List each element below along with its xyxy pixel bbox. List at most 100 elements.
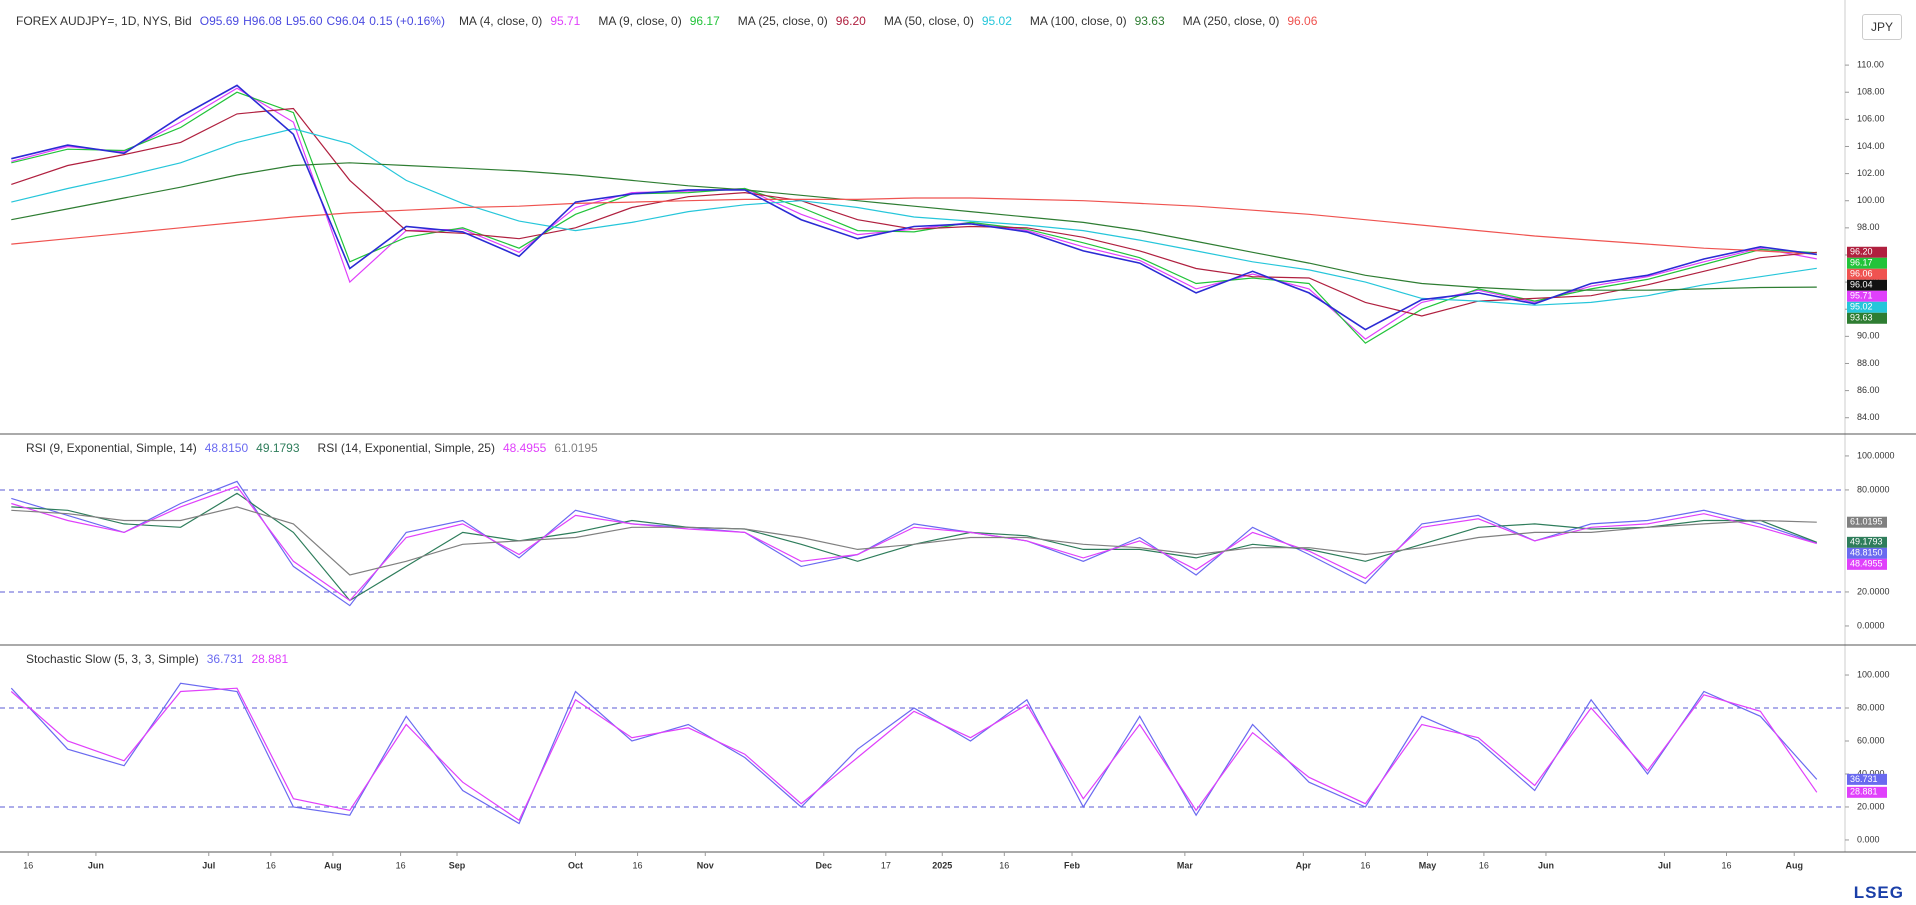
value-tag bbox=[1847, 536, 1887, 548]
indicator-value: 36.731 bbox=[206, 652, 244, 666]
x-tick-label: Jun bbox=[88, 860, 104, 870]
x-tick-label: Apr bbox=[1296, 860, 1312, 870]
value-tag bbox=[1847, 279, 1887, 291]
symbol-title: FOREX AUDJPY=, 1D, NYS, Bid bbox=[16, 14, 192, 28]
y-tick-label: 90.00 bbox=[1857, 331, 1880, 341]
logo: LSEG bbox=[1853, 883, 1904, 902]
y-tick-label: 40.000 bbox=[1857, 768, 1885, 778]
y-tick-label: 104.00 bbox=[1857, 141, 1885, 151]
indicator-value: 96.06 bbox=[1287, 14, 1318, 28]
x-tick-label: Aug bbox=[324, 860, 342, 870]
indicator-line bbox=[11, 480, 1817, 607]
value-tag-label: 96.20 bbox=[1850, 247, 1873, 257]
value-tag bbox=[1847, 268, 1887, 280]
indicator-value: 96.20 bbox=[835, 14, 866, 28]
indicator-line bbox=[10, 682, 1818, 825]
indicator-value: 61.0195 bbox=[554, 441, 598, 455]
quote-value: O95.69 bbox=[199, 14, 240, 28]
x-tick-label: 17 bbox=[881, 860, 891, 870]
indicator-line bbox=[11, 87, 1817, 340]
quote-value: 0.15 (+0.16%) bbox=[369, 14, 445, 28]
indicator-name: MA (100, close, 0) bbox=[1029, 14, 1127, 28]
value-tag bbox=[1847, 516, 1887, 528]
indicator-line bbox=[11, 197, 1817, 255]
x-tick-label: Feb bbox=[1064, 860, 1081, 870]
value-tag-label: 48.4955 bbox=[1850, 559, 1883, 569]
value-tag-label: 36.731 bbox=[1850, 774, 1878, 784]
indicator-name: MA (4, close, 0) bbox=[458, 14, 543, 28]
y-tick-label: 0.000 bbox=[1857, 834, 1880, 844]
currency-badge[interactable]: JPY bbox=[1861, 14, 1902, 40]
indicator-name: MA (50, close, 0) bbox=[883, 14, 974, 28]
value-tag bbox=[1847, 312, 1887, 324]
value-tag-label: 96.06 bbox=[1850, 269, 1873, 279]
x-tick-label: 16 bbox=[1479, 860, 1489, 870]
y-tick-label: 20.000 bbox=[1857, 801, 1885, 811]
value-tag bbox=[1847, 246, 1887, 258]
value-tag-label: 28.881 bbox=[1850, 787, 1878, 797]
y-tick-label: 102.00 bbox=[1857, 168, 1885, 178]
value-tag-label: 61.0195 bbox=[1850, 517, 1883, 527]
indicator-value: 95.02 bbox=[981, 14, 1012, 28]
value-tag-label: 95.71 bbox=[1850, 291, 1873, 301]
indicator-line bbox=[10, 687, 1818, 822]
price-line bbox=[11, 84, 1817, 331]
indicator-value: 48.8150 bbox=[204, 441, 249, 455]
pane-header: FOREX AUDJPY=, 1D, NYS, Bid O95.69 H96.08 L… bbox=[16, 14, 1325, 28]
value-tag bbox=[1847, 257, 1887, 269]
value-tag bbox=[1847, 773, 1887, 785]
y-tick-label: 20.0000 bbox=[1857, 586, 1890, 596]
indicator-line bbox=[11, 107, 1817, 317]
indicator-name: MA (25, close, 0) bbox=[737, 14, 828, 28]
value-tag-label: 95.02 bbox=[1850, 302, 1873, 312]
x-tick-label: 2025 bbox=[932, 860, 952, 870]
value-tag bbox=[1847, 301, 1887, 313]
value-tag-label: 96.17 bbox=[1850, 258, 1873, 268]
indicator-line bbox=[11, 162, 1817, 291]
indicator-line bbox=[11, 91, 1817, 344]
indicator-name: RSI (14, Exponential, Simple, 25) bbox=[317, 441, 495, 455]
pane-header: Stochastic Slow (5, 3, 3, Simple) 36.731 2… bbox=[16, 652, 296, 666]
x-tick-label: Jul bbox=[202, 860, 215, 870]
indicator-value: 48.4955 bbox=[502, 441, 547, 455]
quote-value: L95.60 bbox=[285, 14, 323, 28]
x-tick-label: 16 bbox=[266, 860, 276, 870]
indicator-value: 93.63 bbox=[1134, 14, 1165, 28]
x-tick-label: Jul bbox=[1658, 860, 1671, 870]
x-tick-label: 16 bbox=[999, 860, 1009, 870]
value-tag bbox=[1847, 558, 1887, 570]
x-tick-label: Jun bbox=[1538, 860, 1554, 870]
value-tag-label: 96.04 bbox=[1850, 280, 1873, 290]
y-tick-label: 100.0000 bbox=[1857, 450, 1895, 460]
x-tick-label: 16 bbox=[1722, 860, 1732, 870]
value-tag bbox=[1847, 290, 1887, 302]
x-tick-label: 16 bbox=[1360, 860, 1370, 870]
value-tag-label: 48.8150 bbox=[1850, 548, 1883, 558]
x-tick-label: Oct bbox=[568, 860, 583, 870]
y-tick-label: 84.00 bbox=[1857, 412, 1880, 422]
y-tick-label: 0.0000 bbox=[1857, 620, 1885, 630]
y-tick-label: 100.000 bbox=[1857, 669, 1890, 679]
y-tick-label: 100.00 bbox=[1857, 195, 1885, 205]
indicator-line bbox=[11, 506, 1817, 576]
quote-value: H96.08 bbox=[243, 14, 282, 28]
x-tick-label: Dec bbox=[816, 860, 833, 870]
x-tick-label: Sep bbox=[449, 860, 466, 870]
value-tag bbox=[1847, 786, 1887, 798]
x-tick-label: 16 bbox=[396, 860, 406, 870]
indicator-name: RSI (9, Exponential, Simple, 14) bbox=[26, 441, 197, 455]
y-tick-label: 80.000 bbox=[1857, 702, 1885, 712]
value-tag bbox=[1847, 547, 1887, 559]
y-tick-label: 60.000 bbox=[1857, 735, 1885, 745]
y-tick-label: 86.00 bbox=[1857, 385, 1880, 395]
x-tick-label: May bbox=[1419, 860, 1437, 870]
y-tick-label: 106.00 bbox=[1857, 114, 1885, 124]
x-tick-label: 16 bbox=[23, 860, 33, 870]
y-tick-label: 108.00 bbox=[1857, 87, 1885, 97]
value-tag-label: 49.1793 bbox=[1850, 537, 1883, 547]
indicator-value: 96.17 bbox=[689, 14, 720, 28]
x-tick-label: Mar bbox=[1177, 860, 1194, 870]
indicator-name: MA (9, close, 0) bbox=[598, 14, 682, 28]
